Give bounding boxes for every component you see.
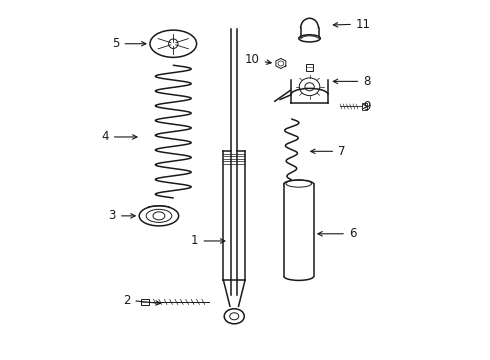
Text: 2: 2 bbox=[123, 294, 160, 307]
Text: 7: 7 bbox=[311, 145, 345, 158]
Text: 10: 10 bbox=[245, 53, 271, 66]
Text: 6: 6 bbox=[318, 227, 356, 240]
Text: 1: 1 bbox=[191, 234, 225, 247]
Text: 11: 11 bbox=[333, 18, 371, 31]
Text: 8: 8 bbox=[333, 75, 370, 88]
Text: 5: 5 bbox=[112, 37, 146, 50]
Text: 3: 3 bbox=[109, 210, 135, 222]
Text: 9: 9 bbox=[363, 100, 370, 113]
Text: 4: 4 bbox=[101, 130, 137, 144]
